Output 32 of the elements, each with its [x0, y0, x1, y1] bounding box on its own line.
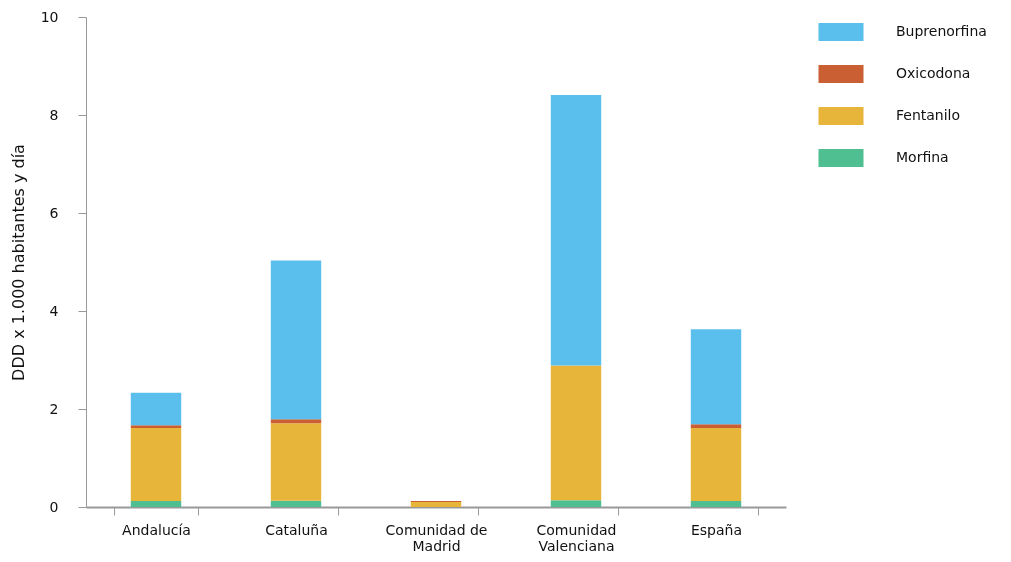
bar: [690, 428, 742, 502]
bar: [130, 392, 182, 426]
y-tick-label: 2: [49, 400, 59, 417]
y-tick-label: 10: [40, 8, 59, 25]
legend-label: Buprenorfina: [896, 23, 987, 39]
bar: [550, 94, 602, 366]
bar: [270, 500, 322, 507]
bar: [550, 500, 602, 507]
x-tick-label: Comunidad de Madrid: [385, 521, 488, 554]
x-tick-label: Andalucía: [122, 521, 191, 538]
legend-label: Fentanilo: [896, 107, 961, 123]
bar: [550, 365, 602, 501]
y-tick-label: 0: [49, 498, 59, 515]
legend-label: Morfina: [896, 149, 949, 165]
y-tick-label: 6: [49, 204, 59, 221]
bar: [690, 424, 742, 429]
bar: [270, 419, 322, 424]
legend-label: Oxicodona: [896, 65, 971, 81]
bar: [130, 425, 182, 429]
bar: [690, 501, 742, 507]
x-tick-label: España: [690, 521, 743, 538]
y-axis-title: DDD x 1.000 habitantes y día: [8, 144, 28, 381]
bar: [130, 428, 182, 502]
y-tick-label: 4: [49, 302, 59, 319]
bar: [270, 260, 322, 420]
bar: [690, 329, 742, 425]
bar: [270, 423, 322, 501]
bar: [410, 502, 462, 507]
x-tick-label: Cataluña: [265, 521, 328, 538]
x-tick-label: Comunidad Valenciana: [536, 521, 617, 554]
y-tick-label: 8: [49, 106, 59, 123]
bar: [130, 501, 182, 507]
